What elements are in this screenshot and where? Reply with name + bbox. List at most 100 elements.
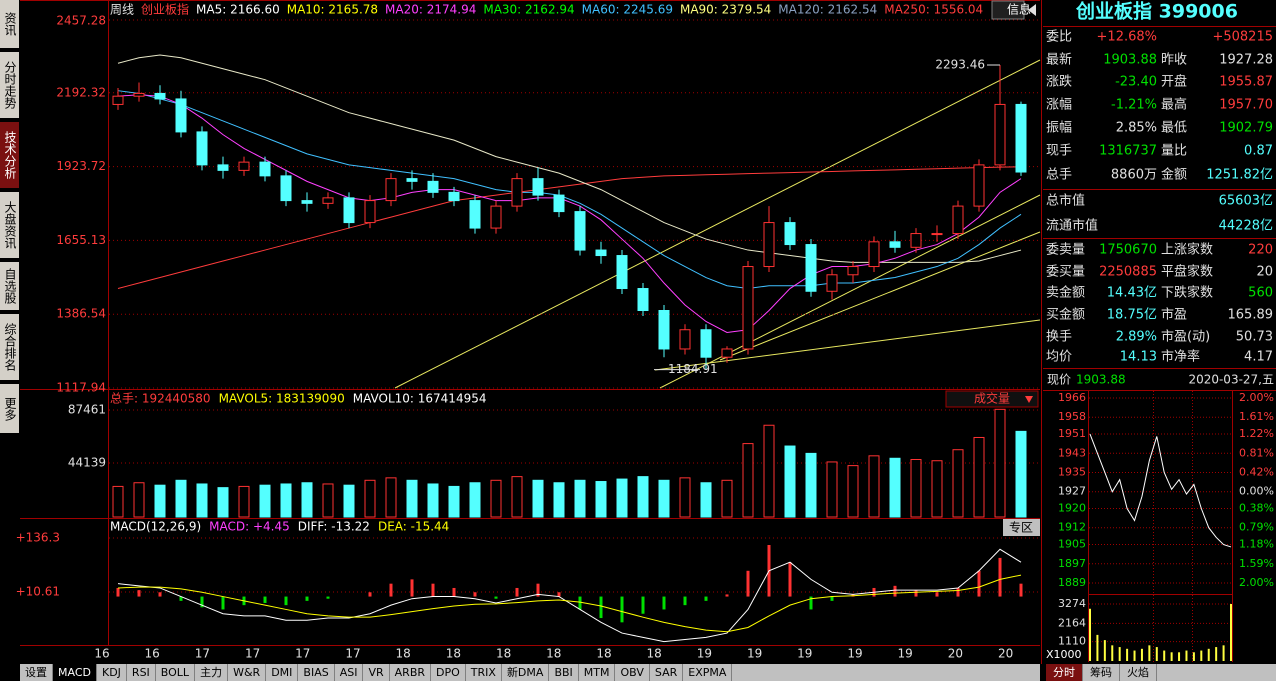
candle-body	[301, 200, 313, 204]
y-tick-label: 1923.72	[56, 159, 106, 173]
moving-average-line	[117, 54, 1022, 263]
pct-tick-label: 0.00%	[1239, 485, 1274, 498]
candle-body	[553, 194, 565, 213]
indicator-tab[interactable]: BOLL	[156, 664, 196, 681]
intraday-tab[interactable]: 筹码	[1083, 664, 1120, 681]
candle-body	[406, 178, 418, 182]
side-tab[interactable]: 技术分析	[0, 122, 19, 190]
indicator-tab[interactable]: SAR	[650, 664, 684, 681]
candle-body	[784, 222, 796, 246]
volume-selector[interactable]	[945, 390, 1039, 408]
quote-value: 2250885	[1099, 265, 1157, 280]
indicator-tab[interactable]: OBV	[615, 664, 650, 681]
zone-button[interactable]	[1003, 519, 1040, 536]
quote-value: 18.75亿	[1107, 308, 1157, 323]
x-tick-label: 19	[898, 647, 913, 661]
volume-bar	[553, 482, 565, 518]
indicator-tab[interactable]: DPO	[431, 664, 466, 681]
candle-body	[679, 329, 691, 350]
indicator-tab[interactable]: BBI	[549, 664, 579, 681]
side-tab[interactable]: 大盘资讯	[0, 192, 19, 260]
volume-bar	[1015, 430, 1027, 518]
volume-bar	[532, 479, 544, 518]
indicator-tab[interactable]: TRIX	[466, 664, 502, 681]
y-tick-label: 1912	[1058, 521, 1086, 534]
y-tick-label: 1889	[1058, 576, 1086, 589]
zone-button-label[interactable]: 专区	[1009, 520, 1033, 535]
side-tab[interactable]: 资讯	[0, 0, 19, 50]
candle-body	[490, 205, 502, 229]
volume-bar	[217, 487, 229, 518]
indicator-tab[interactable]: KDJ	[97, 664, 127, 681]
legend-label: 总手: 192440580	[110, 392, 211, 406]
volume-bar	[511, 476, 523, 518]
volume-selector-label[interactable]: 成交量	[974, 391, 1010, 406]
candle-body	[469, 200, 481, 229]
indicator-tab[interactable]: ASI	[335, 664, 364, 681]
volume-bar	[469, 482, 481, 518]
quote-value: 560	[1248, 286, 1273, 301]
quote-value: 1903.88	[1103, 53, 1157, 68]
indicator-tab[interactable]: MTM	[579, 664, 616, 681]
collapse-arrow[interactable]	[1028, 4, 1036, 16]
indicator-tab[interactable]: BIAS	[298, 664, 335, 681]
candle-body	[133, 92, 145, 97]
trend-line	[394, 59, 1041, 389]
quote-label: 上涨家数	[1161, 242, 1213, 258]
volume-bar	[574, 479, 586, 518]
candle-body	[364, 200, 376, 224]
legend-label: MACD(12,26,9)	[110, 520, 201, 534]
volume-bar	[448, 485, 460, 518]
candle-body	[721, 348, 733, 358]
candle-body	[196, 131, 208, 166]
indicator-tab[interactable]: RSI	[127, 664, 156, 681]
indicator-tab[interactable]: 新DMA	[502, 664, 550, 681]
indicator-tab[interactable]: MACD	[53, 664, 97, 681]
indicator-tab[interactable]: 主力	[195, 664, 229, 681]
y-tick-label: 1958	[1058, 410, 1086, 423]
side-tab[interactable]: 自选股	[0, 262, 19, 312]
quote-label: 涨幅	[1046, 98, 1072, 113]
candle-body	[910, 233, 922, 248]
y-tick-label: 2457.28	[56, 14, 106, 28]
volume-bar	[910, 459, 922, 518]
candle-body	[763, 222, 775, 268]
intraday-tab[interactable]: 火焰	[1120, 664, 1157, 681]
quote-value: 50.73	[1236, 330, 1273, 345]
quote-value: 14.43亿	[1107, 286, 1157, 301]
info-button[interactable]	[991, 0, 1025, 20]
indicator-tab[interactable]: W&R	[228, 664, 267, 681]
candle-body	[658, 310, 670, 350]
quote-value: 220	[1248, 243, 1273, 258]
quote-label: 总市值	[1046, 193, 1085, 209]
indicator-tab[interactable]: ARBR	[390, 664, 432, 681]
indicator-tab[interactable]: VR	[363, 664, 390, 681]
candle-body	[112, 95, 124, 105]
side-tab[interactable]: 分时走势	[0, 52, 19, 120]
quote-label: 市盈	[1161, 307, 1187, 323]
x-tick-label: 18	[396, 647, 411, 661]
indicator-tab[interactable]: 设置	[20, 664, 53, 681]
candle-body	[448, 191, 460, 202]
intraday-tab[interactable]: 分时	[1046, 664, 1083, 681]
side-tab[interactable]: 更多	[0, 384, 19, 435]
macd-line	[117, 574, 1022, 633]
y-tick-label: 1117.94	[56, 381, 106, 395]
volume-bar	[238, 485, 250, 518]
legend-label: MA5: 2166.60	[196, 3, 280, 17]
volume-bar	[637, 476, 649, 518]
info-button-label[interactable]: 信息	[1007, 2, 1031, 17]
quote-value: 165.89	[1228, 308, 1274, 323]
candle-body	[343, 197, 355, 224]
side-tab[interactable]: 综合排名	[0, 314, 19, 382]
candle-body	[217, 164, 229, 171]
x-tick-label: 17	[195, 647, 210, 661]
volume-bar	[826, 461, 838, 518]
volume-bar	[595, 481, 607, 518]
quote-value: 1902.79	[1219, 121, 1273, 136]
y-tick-label: 1935	[1058, 465, 1086, 478]
indicator-tab[interactable]: DMI	[266, 664, 299, 681]
indicator-tab[interactable]: EXPMA	[683, 664, 733, 681]
y-tick-label: 1951	[1058, 427, 1086, 440]
